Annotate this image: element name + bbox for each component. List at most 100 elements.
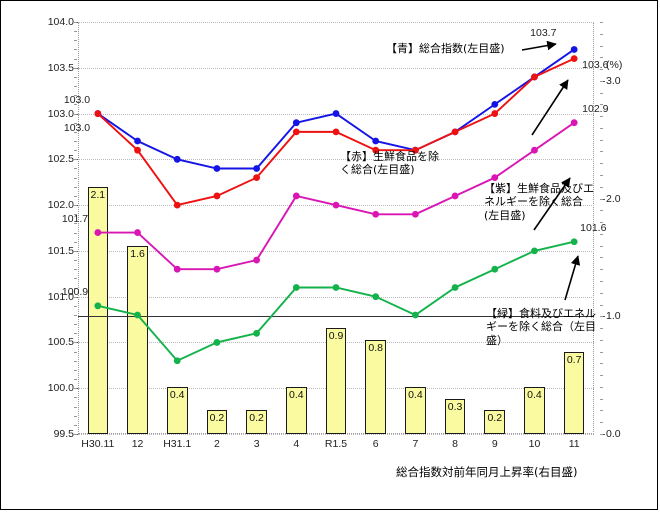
data-point-purple [173, 265, 181, 273]
y-axis-right-minor-tick [600, 127, 603, 129]
data-point-purple [253, 256, 261, 264]
y-axis-left-minor-tick [74, 159, 77, 161]
data-point-purple [292, 192, 300, 200]
data-point-blue [292, 119, 300, 127]
y-axis-left-minor-tick [74, 434, 77, 435]
y-axis-left-tick-label: 103.0 [47, 107, 74, 120]
y-axis-left-tick-label: 102.5 [47, 153, 74, 166]
bar-value-label: 0.4 [408, 388, 423, 401]
y-axis-right-minor-tick [600, 398, 603, 400]
y-axis-right-minor-tick [600, 139, 603, 141]
data-point-red [372, 146, 380, 154]
chart-caption: 総合指数対前年同月上昇率(右目盛) [396, 465, 578, 479]
x-axis-tick-label: H31.1 [163, 438, 192, 450]
data-point-red [531, 73, 538, 81]
x-axis-tick-label: 9 [491, 438, 498, 450]
y-axis-right-minor-tick [600, 57, 603, 59]
bar [484, 410, 506, 434]
data-point-blue [173, 155, 181, 163]
x-axis-tick-label: 4 [293, 438, 300, 450]
y-axis-left-minor-tick [74, 287, 77, 289]
bar [444, 398, 466, 434]
y-axis-left-minor-tick [74, 223, 77, 225]
bar [166, 386, 188, 434]
x-axis-tick-label: 11 [568, 438, 580, 450]
y-axis-left-minor-tick [74, 67, 77, 69]
data-point-green [411, 311, 419, 319]
y-axis-left-minor-tick [74, 342, 77, 344]
y-axis-left-minor-tick [74, 415, 77, 417]
y-axis-left-minor-tick [74, 186, 77, 188]
y-axis-left: 99.5 100.0 100.5 101.0 101.5 102.0 102.5 103.0 1… [0, 16, 79, 440]
x-axis-tick-label: 2 [214, 438, 220, 450]
data-point-green [134, 311, 141, 319]
y-axis-left-tick-label: 103.5 [47, 61, 74, 74]
y-axis-left-tick-label: 102.0 [47, 199, 74, 212]
bar [127, 245, 148, 434]
data-point-red [451, 128, 459, 136]
y-axis-left-minor-tick [74, 131, 77, 133]
bar [206, 410, 228, 434]
y-axis-left-minor-tick [74, 40, 77, 42]
data-point-red [253, 174, 261, 182]
bar-value-label: 0.2 [249, 412, 264, 425]
y-axis-left-minor-tick [74, 333, 77, 335]
bar [563, 351, 585, 434]
point-value-label: 100.9 [61, 285, 89, 298]
data-point-blue [253, 165, 261, 172]
y-axis-right-minor-tick [600, 434, 603, 435]
y-axis-left-minor-tick [74, 214, 77, 216]
y-axis-left-minor-tick [74, 232, 77, 234]
y-axis-left-minor-tick [74, 250, 77, 252]
data-point-blue [213, 165, 221, 172]
y-axis-left-minor-tick [74, 58, 77, 60]
bar [325, 328, 347, 434]
data-point-purple [372, 210, 380, 218]
bar-value-label: 0.4 [288, 388, 304, 401]
y-axis-left-minor-tick [74, 76, 77, 78]
annotation-red-series: 【赤】生鮮食品を除 く総合(左目盛) [340, 150, 439, 177]
y-axis-left-minor-tick [74, 95, 77, 97]
data-point-purple [531, 146, 538, 154]
y-axis-right-minor-tick [600, 375, 603, 377]
y-axis-right-minor-tick [600, 363, 603, 365]
bar [87, 186, 109, 434]
data-point-purple [134, 229, 141, 236]
y-axis-right-minor-tick [600, 175, 603, 177]
x-axis-tick-label: 6 [372, 438, 379, 450]
gridline [78, 434, 594, 435]
data-point-green [332, 284, 340, 291]
y-axis-right-minor-tick [600, 186, 603, 188]
y-axis-right-minor-tick [600, 151, 603, 153]
y-axis-right-minor-tick [600, 410, 603, 412]
y-axis-right-tick-label: 2.0 [606, 192, 621, 205]
data-point-green [94, 302, 102, 310]
y-axis-left-minor-tick [74, 406, 77, 408]
x-axis-tick-label: 3 [253, 438, 260, 450]
y-axis-left-minor-tick [74, 22, 77, 23]
y-axis-right-minor-tick [600, 163, 603, 165]
y-axis-left-minor-tick [74, 205, 77, 207]
point-value-label: 103.0 [63, 93, 91, 106]
y-axis-left-minor-tick [74, 379, 77, 381]
y-axis-left-minor-tick [74, 86, 77, 88]
bar-value-label: 0.7 [566, 353, 582, 366]
y-axis-right-minor-tick [600, 292, 603, 294]
annotation-blue-series: 【青】総合指数(左目盛) [386, 42, 505, 55]
y-axis-right-minor-tick [600, 69, 603, 71]
y-axis-left-minor-tick [74, 424, 77, 426]
data-point-red [94, 110, 102, 117]
data-point-green [213, 339, 221, 346]
baseline-100 [78, 316, 594, 318]
y-axis-left-minor-tick [74, 31, 77, 33]
data-point-purple [451, 192, 459, 200]
data-point-red [173, 201, 181, 209]
data-point-blue [570, 46, 578, 53]
x-axis-tick-label: 10 [528, 438, 541, 450]
data-point-red [570, 55, 578, 63]
y-axis-left-minor-tick [74, 260, 77, 262]
y-axis-left-minor-tick [74, 168, 77, 170]
y-axis-right-minor-tick [600, 33, 603, 35]
data-point-purple [411, 210, 419, 218]
y-axis-right-minor-tick [600, 104, 603, 106]
